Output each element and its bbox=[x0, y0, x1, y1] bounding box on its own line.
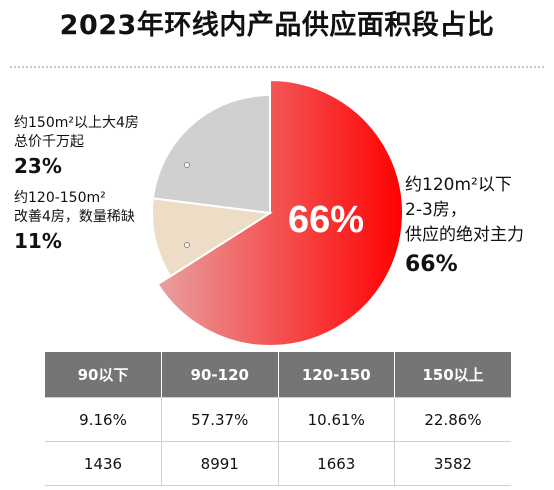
table-header-cell: 90-120 bbox=[161, 352, 278, 398]
table-cell: 1663 bbox=[277, 441, 395, 486]
table-header-cell: 90以下 bbox=[45, 352, 162, 398]
label-under-120-line-3: 供应的绝对主力 bbox=[405, 225, 524, 245]
table-header-cell: 150以上 bbox=[394, 352, 511, 398]
table-cell: 22.86% bbox=[394, 397, 511, 442]
table-cell: 9.16% bbox=[45, 397, 162, 442]
table-header-cell: 120-150 bbox=[277, 352, 395, 398]
label-150-plus-line-2: 总价千万起 bbox=[14, 134, 84, 150]
table-row: 1436 8991 1663 3582 bbox=[45, 441, 511, 486]
chart-title: 2023年环线内产品供应面积段占比 bbox=[59, 10, 495, 41]
table-cell: 3582 bbox=[394, 441, 511, 486]
table-cell: 1436 bbox=[45, 441, 162, 486]
title-divider bbox=[10, 66, 544, 68]
label-120-150: 约120-150m² 改善4房，数量稀缺 11% bbox=[14, 189, 135, 255]
leader-150-plus-dot bbox=[184, 162, 190, 168]
table-row: 9.16% 57.37% 10.61% 22.86% bbox=[45, 397, 511, 442]
table-header-row: 90以下 90-120 120-150 150以上 bbox=[45, 352, 511, 398]
label-120-150-line-1: 约120-150m² bbox=[14, 190, 106, 206]
leader-120-150-dot bbox=[184, 242, 190, 248]
label-150-plus-line-1: 约150m²以上大4房 bbox=[14, 115, 139, 131]
table-cell: 57.37% bbox=[161, 397, 278, 442]
label-under-120-percent: 66% bbox=[405, 252, 458, 277]
label-150-plus-percent: 23% bbox=[14, 154, 62, 178]
label-150-plus: 约150m²以上大4房 总价千万起 23% bbox=[14, 114, 139, 180]
table-cell: 8991 bbox=[161, 441, 278, 486]
label-120-150-line-2: 改善4房，数量稀缺 bbox=[14, 209, 135, 225]
pie-slice-120-150 bbox=[151, 197, 273, 278]
label-120-150-percent: 11% bbox=[14, 229, 62, 253]
pie-slice-under-120 bbox=[156, 78, 404, 347]
supply-table: 90以下 90-120 120-150 150以上 9.16% 57.37% 1… bbox=[45, 352, 511, 486]
pie-inner-label: 66% bbox=[288, 199, 364, 241]
label-under-120-line-1: 约120m²以下 bbox=[405, 175, 512, 195]
pie-chart: 66% bbox=[151, 78, 404, 347]
label-under-120-line-2: 2-3房， bbox=[405, 200, 467, 220]
pie-slice-150-plus bbox=[151, 93, 271, 215]
table-cell: 10.61% bbox=[277, 397, 395, 442]
label-under-120: 约120m²以下 2-3房， 供应的绝对主力 66% bbox=[405, 173, 524, 282]
